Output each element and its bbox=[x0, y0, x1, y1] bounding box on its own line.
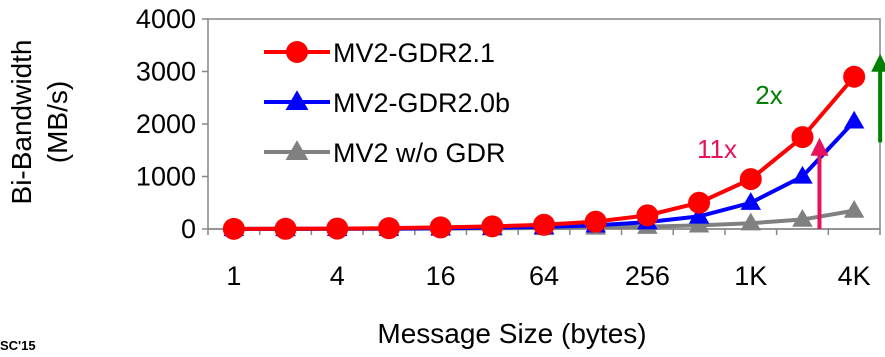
annotations: 11x 2x bbox=[697, 53, 885, 229]
y-axis-ticks: 0 1000 2000 3000 4000 bbox=[136, 4, 208, 244]
legend-marker bbox=[285, 90, 309, 110]
x-tick-label: 1 bbox=[226, 261, 241, 291]
footer-text: SC'15 bbox=[0, 338, 36, 353]
legend-item-2: MV2 w/o GDR bbox=[264, 138, 506, 168]
x-tick-label: 64 bbox=[529, 261, 559, 291]
data-point bbox=[222, 217, 245, 240]
x-tick-label: 4 bbox=[330, 261, 345, 291]
legend: MV2-GDR2.1 MV2-GDR2.0b MV2 w/o GDR bbox=[264, 38, 510, 168]
data-point bbox=[843, 200, 865, 218]
x-tick-label: 4K bbox=[838, 261, 871, 291]
annotation-label: 11x bbox=[697, 134, 737, 164]
legend-item-1: MV2-GDR2.0b bbox=[264, 88, 510, 118]
data-point bbox=[533, 213, 555, 236]
data-point bbox=[688, 191, 711, 214]
data-point bbox=[481, 215, 504, 238]
data-point bbox=[791, 126, 814, 149]
y-axis-title-line2: (MB/s) bbox=[42, 81, 73, 163]
series-0 bbox=[222, 65, 866, 240]
x-tick-label: 256 bbox=[625, 261, 670, 291]
annotation-label: 2x bbox=[755, 80, 782, 110]
data-point bbox=[740, 192, 762, 210]
series-group bbox=[222, 65, 866, 240]
data-point bbox=[636, 204, 659, 227]
data-point bbox=[377, 217, 400, 240]
x-axis-title: Message Size (bytes) bbox=[377, 318, 646, 349]
legend-label: MV2-GDR2.1 bbox=[333, 38, 495, 68]
data-point bbox=[843, 110, 865, 129]
y-tick-label: 3000 bbox=[136, 57, 196, 87]
y-tick-label: 0 bbox=[181, 214, 196, 244]
data-point bbox=[792, 165, 813, 184]
series-line bbox=[233, 120, 856, 231]
data-point bbox=[274, 217, 297, 240]
annotation-arrowhead bbox=[810, 137, 829, 156]
legend-label: MV2 w/o GDR bbox=[333, 138, 506, 168]
data-point bbox=[429, 216, 452, 239]
x-axis-ticks: 1 4 16 64 256 1K 4K bbox=[207, 229, 881, 291]
y-tick-label: 2000 bbox=[136, 109, 196, 139]
annotation-arrowhead bbox=[871, 53, 885, 72]
y-axis-title-line1: Bi-Bandwidth bbox=[6, 40, 37, 205]
x-tick-label: 16 bbox=[426, 261, 456, 291]
data-point bbox=[688, 205, 710, 224]
legend-item-0: MV2-GDR2.1 bbox=[264, 38, 495, 68]
data-point bbox=[740, 212, 762, 231]
legend-label: MV2-GDR2.0b bbox=[333, 88, 510, 118]
y-tick-label: 4000 bbox=[136, 4, 196, 34]
data-point bbox=[326, 217, 349, 240]
data-point bbox=[739, 168, 762, 191]
data-point bbox=[792, 208, 813, 227]
x-tick-label: 1K bbox=[734, 261, 767, 291]
legend-marker bbox=[285, 140, 309, 160]
legend-marker bbox=[286, 41, 308, 63]
y-tick-label: 1000 bbox=[136, 162, 196, 192]
data-point bbox=[584, 210, 607, 233]
data-point bbox=[688, 214, 710, 233]
data-point bbox=[843, 65, 866, 88]
